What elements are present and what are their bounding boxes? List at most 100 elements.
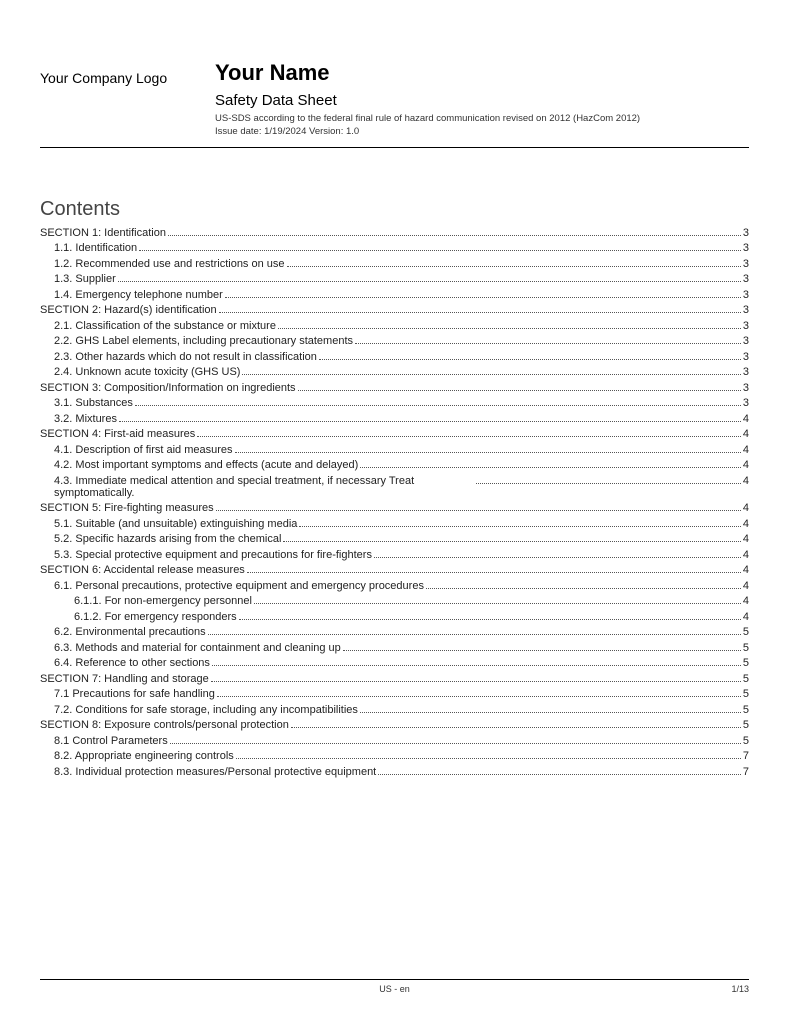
toc-entry[interactable]: SECTION 1: Identification3 <box>40 227 749 239</box>
toc-leader-dots <box>217 696 741 697</box>
toc-page-number: 5 <box>743 626 749 638</box>
toc-entry[interactable]: 1.2. Recommended use and restrictions on… <box>40 258 749 270</box>
toc-leader-dots <box>236 758 741 759</box>
toc-entry[interactable]: 3.2. Mixtures 4 <box>40 413 749 425</box>
toc-entry[interactable]: 1.1. Identification3 <box>40 242 749 254</box>
toc-label: 4.1. Description of first aid measures <box>54 444 233 456</box>
document-meta-2: Issue date: 1/19/2024 Version: 1.0 <box>215 126 749 139</box>
toc-leader-dots <box>119 421 741 422</box>
toc-leader-dots <box>212 665 741 666</box>
toc-entry[interactable]: 4.1. Description of first aid measures 4 <box>40 444 749 456</box>
toc-entry[interactable]: 5.2. Specific hazards arising from the c… <box>40 533 749 545</box>
toc-entry[interactable]: 1.4. Emergency telephone number3 <box>40 289 749 301</box>
toc-leader-dots <box>168 235 741 236</box>
toc-leader-dots <box>247 572 741 573</box>
footer-center: US - en <box>379 984 410 994</box>
toc-leader-dots <box>374 557 741 558</box>
title-column: Your Name Safety Data Sheet US-SDS accor… <box>215 60 749 139</box>
toc-page-number: 4 <box>743 580 749 592</box>
toc-entry[interactable]: SECTION 8: Exposure controls/personal pr… <box>40 719 749 731</box>
toc-label: 1.3. Supplier <box>54 273 116 285</box>
toc-entry[interactable]: SECTION 6: Accidental release measures 4 <box>40 564 749 576</box>
toc-page-number: 4 <box>743 611 749 623</box>
toc-label: 8.3. Individual protection measures/Pers… <box>54 766 376 778</box>
toc-entry[interactable]: 6.3. Methods and material for containmen… <box>40 642 749 654</box>
toc-page-number: 3 <box>743 273 749 285</box>
toc-entry[interactable]: 7.1 Precautions for safe handling5 <box>40 688 749 700</box>
toc-page-number: 5 <box>743 657 749 669</box>
toc-entry[interactable]: 2.4. Unknown acute toxicity (GHS US)3 <box>40 366 749 378</box>
toc-leader-dots <box>476 483 741 484</box>
toc-label: 8.2. Appropriate engineering controls <box>54 750 234 762</box>
toc-label: 6.1.1. For non-emergency personnel <box>74 595 252 607</box>
toc-entry[interactable]: 8.1 Control Parameters5 <box>40 735 749 747</box>
toc-page-number: 5 <box>743 719 749 731</box>
toc-entry[interactable]: SECTION 4: First-aid measures4 <box>40 428 749 440</box>
toc-label: 4.2. Most important symptoms and effects… <box>54 459 358 471</box>
table-of-contents: SECTION 1: Identification3 1.1. Identific… <box>40 227 749 778</box>
toc-entry[interactable]: 2.1. Classification of the substance or … <box>40 320 749 332</box>
toc-leader-dots <box>426 588 741 589</box>
toc-entry[interactable]: 6.1.2. For emergency responders4 <box>40 611 749 623</box>
toc-page-number: 7 <box>743 750 749 762</box>
toc-label: SECTION 5: Fire-fighting measures <box>40 502 214 514</box>
toc-page-number: 5 <box>743 704 749 716</box>
toc-entry[interactable]: SECTION 7: Handling and storage5 <box>40 673 749 685</box>
toc-label: 1.1. Identification <box>54 242 137 254</box>
toc-label: 3.1. Substances <box>54 397 133 409</box>
toc-leader-dots <box>278 328 741 329</box>
toc-label: 2.2. GHS Label elements, including preca… <box>54 335 353 347</box>
toc-entry[interactable]: SECTION 5: Fire-fighting measures4 <box>40 502 749 514</box>
toc-page-number: 3 <box>743 382 749 394</box>
toc-entry[interactable]: 4.3. Immediate medical attention and spe… <box>40 475 749 499</box>
toc-leader-dots <box>355 343 741 344</box>
toc-label: SECTION 3: Composition/Information on in… <box>40 382 296 394</box>
toc-entry[interactable]: 6.2. Environmental precautions 5 <box>40 626 749 638</box>
toc-label: 6.2. Environmental precautions <box>54 626 206 638</box>
toc-label: 6.4. Reference to other sections <box>54 657 210 669</box>
toc-page-number: 4 <box>743 595 749 607</box>
toc-label: 7.2. Conditions for safe storage, includ… <box>54 704 358 716</box>
toc-label: 1.2. Recommended use and restrictions on… <box>54 258 285 270</box>
toc-entry[interactable]: 5.3. Special protective equipment and pr… <box>40 549 749 561</box>
toc-page-number: 4 <box>743 564 749 576</box>
toc-page-number: 4 <box>743 518 749 530</box>
toc-entry[interactable]: SECTION 3: Composition/Information on in… <box>40 382 749 394</box>
toc-entry[interactable]: 8.2. Appropriate engineering controls 7 <box>40 750 749 762</box>
toc-label: 2.4. Unknown acute toxicity (GHS US) <box>54 366 240 378</box>
toc-label: SECTION 6: Accidental release measures <box>40 564 245 576</box>
toc-page-number: 5 <box>743 673 749 685</box>
toc-entry[interactable]: 8.3. Individual protection measures/Pers… <box>40 766 749 778</box>
page-footer: US - en 1/13 <box>40 979 749 994</box>
toc-label: 3.2. Mixtures <box>54 413 117 425</box>
toc-page-number: 7 <box>743 766 749 778</box>
toc-entry[interactable]: 6.4. Reference to other sections 5 <box>40 657 749 669</box>
toc-entry[interactable]: 7.2. Conditions for safe storage, includ… <box>40 704 749 716</box>
toc-label: 5.3. Special protective equipment and pr… <box>54 549 372 561</box>
toc-label: 7.1 Precautions for safe handling <box>54 688 215 700</box>
toc-page-number: 4 <box>743 413 749 425</box>
toc-leader-dots <box>254 603 741 604</box>
toc-label: SECTION 4: First-aid measures <box>40 428 195 440</box>
toc-label: 1.4. Emergency telephone number <box>54 289 223 301</box>
toc-page-number: 3 <box>743 335 749 347</box>
toc-label: SECTION 8: Exposure controls/personal pr… <box>40 719 289 731</box>
toc-entry[interactable]: 3.1. Substances3 <box>40 397 749 409</box>
toc-entry[interactable]: 4.2. Most important symptoms and effects… <box>40 459 749 471</box>
toc-page-number: 4 <box>743 444 749 456</box>
toc-leader-dots <box>291 727 741 728</box>
toc-entry[interactable]: 2.2. GHS Label elements, including preca… <box>40 335 749 347</box>
toc-entry[interactable]: SECTION 2: Hazard(s) identification3 <box>40 304 749 316</box>
toc-entry[interactable]: 1.3. Supplier 3 <box>40 273 749 285</box>
toc-leader-dots <box>216 510 741 511</box>
toc-entry[interactable]: 6.1. Personal precautions, protective eq… <box>40 580 749 592</box>
document-header: Your Company Logo Your Name Safety Data … <box>40 60 749 148</box>
company-logo: Your Company Logo <box>40 70 215 86</box>
document-subtitle: Safety Data Sheet <box>215 92 749 109</box>
toc-entry[interactable]: 5.1. Suitable (and unsuitable) extinguis… <box>40 518 749 530</box>
toc-entry[interactable]: 6.1.1. For non-emergency personnel 4 <box>40 595 749 607</box>
footer-right: 1/13 <box>731 984 749 994</box>
toc-leader-dots <box>343 650 741 651</box>
page: Your Company Logo Your Name Safety Data … <box>0 0 789 1024</box>
toc-entry[interactable]: 2.3. Other hazards which do not result i… <box>40 351 749 363</box>
